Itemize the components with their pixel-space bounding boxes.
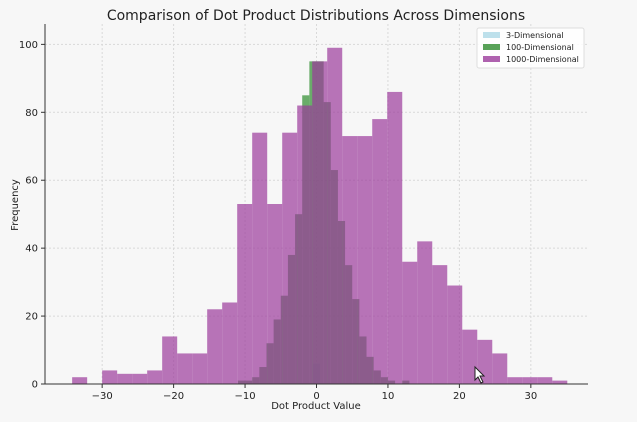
- bar-1000-dimensional: [342, 136, 358, 384]
- bar-1000-dimensional: [447, 285, 463, 384]
- bar-1000-dimensional: [462, 329, 478, 384]
- legend-swatch: [483, 44, 500, 50]
- legend-swatch: [483, 56, 500, 62]
- bar-1000-dimensional: [267, 204, 283, 384]
- x-axis-label: Dot Product Value: [271, 401, 361, 412]
- y-axis-label: Frequency: [10, 179, 21, 231]
- bar-1000-dimensional: [492, 353, 508, 384]
- bar-1000-dimensional: [222, 302, 238, 384]
- legend: 3-Dimensional 100-Dimensional 1000-Dimensi…: [476, 27, 585, 69]
- histogram-bars: [72, 47, 568, 385]
- legend-label: 1000-Dimensional: [506, 55, 579, 64]
- mouse-cursor-icon: [474, 365, 486, 384]
- bar-1000-dimensional: [507, 377, 523, 384]
- legend-label: 3-Dimensional: [506, 31, 564, 40]
- bar-1000-dimensional: [552, 380, 568, 384]
- bar-1000-dimensional: [282, 132, 298, 384]
- bar-1000-dimensional: [432, 265, 448, 384]
- x-tick-label: −20: [163, 391, 184, 402]
- bar-1000-dimensional: [537, 377, 553, 384]
- x-tick-label: 20: [453, 391, 466, 402]
- x-tick-label: 30: [524, 391, 537, 402]
- bar-1000-dimensional: [417, 241, 433, 384]
- y-ticks: 0 20 40 60 80 100: [19, 40, 45, 391]
- bar-1000-dimensional: [387, 91, 403, 384]
- x-tick-label: 0: [313, 391, 319, 402]
- bar-1000-dimensional: [147, 370, 163, 384]
- bar-1000-dimensional: [117, 373, 133, 384]
- bar-1000-dimensional: [102, 370, 118, 384]
- x-ticks: −30 −20 −10 0 10 20 30: [92, 384, 537, 402]
- y-tick-label: 80: [25, 108, 38, 119]
- legend-label: 100-Dimensional: [506, 43, 574, 52]
- legend-swatch: [483, 32, 500, 38]
- bar-1000-dimensional: [327, 47, 343, 384]
- y-tick-label: 0: [32, 380, 38, 391]
- bar-1000-dimensional: [162, 336, 178, 384]
- bar-1000-dimensional: [372, 119, 388, 385]
- legend-box: [476, 27, 585, 69]
- bar-1000-dimensional: [297, 105, 313, 385]
- x-tick-label: −10: [234, 391, 255, 402]
- y-tick-label: 60: [25, 176, 38, 187]
- chart-title: Comparison of Dot Product Distributions …: [107, 8, 525, 24]
- y-tick-label: 40: [25, 244, 38, 255]
- bar-1000-dimensional: [522, 377, 538, 384]
- y-tick-label: 100: [19, 40, 38, 51]
- bar-1000-dimensional: [177, 353, 193, 384]
- bar-1000-dimensional: [312, 61, 328, 384]
- bar-1000-dimensional: [72, 377, 88, 384]
- x-tick-label: −30: [92, 391, 113, 402]
- bar-1000-dimensional: [207, 309, 223, 384]
- y-tick-label: 20: [25, 312, 38, 323]
- bar-1000-dimensional: [237, 204, 253, 384]
- bar-1000-dimensional: [252, 132, 268, 384]
- bar-1000-dimensional: [357, 136, 373, 384]
- bar-1000-dimensional: [402, 261, 418, 384]
- x-tick-label: 10: [382, 391, 395, 402]
- bar-1000-dimensional: [132, 373, 148, 384]
- bar-1000-dimensional: [192, 353, 208, 384]
